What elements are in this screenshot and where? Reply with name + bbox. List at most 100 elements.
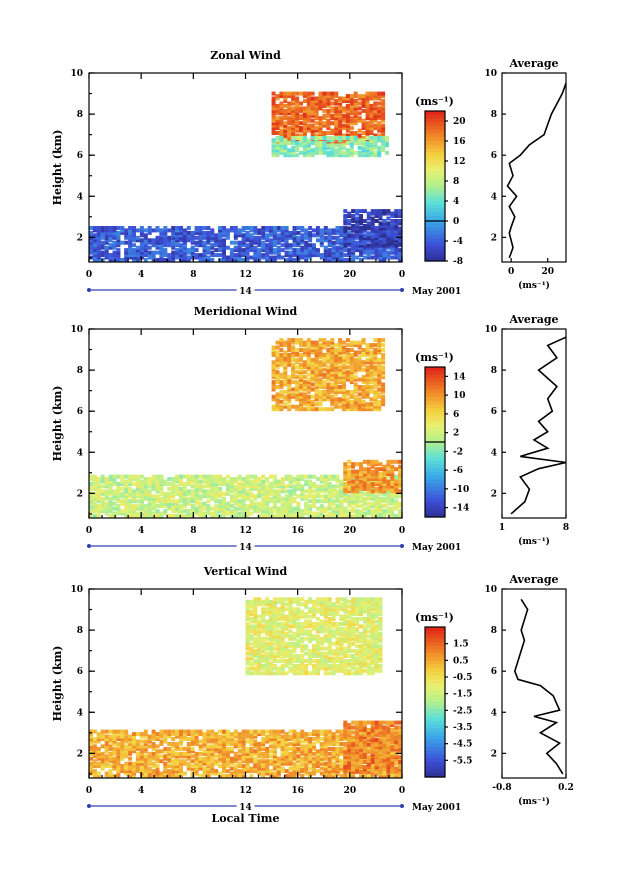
heatmap-cell (338, 380, 343, 385)
heatmap-cell (365, 360, 370, 365)
heatmap-cell (327, 486, 332, 491)
colorbar-tick-label: 6 (453, 410, 459, 420)
heatmap-cell (370, 238, 375, 243)
heatmap-cell (143, 494, 148, 499)
heatmap-cell (355, 514, 360, 518)
heatmap-cell (378, 477, 383, 481)
heatmap-cell (104, 482, 109, 486)
heatmap-cell (128, 250, 133, 255)
heatmap-cell (310, 136, 315, 140)
heatmap-cell (147, 509, 152, 514)
heatmap-cell (271, 116, 276, 121)
heatmap-cell (338, 153, 343, 158)
heatmap-cell (190, 235, 195, 240)
heatmap-cell (272, 248, 277, 253)
heatmap-cell (377, 392, 382, 397)
heatmap-cell (171, 771, 176, 776)
heatmap-cell (194, 754, 199, 759)
heatmap-cell (343, 489, 348, 494)
heatmap-cell (104, 756, 109, 761)
heatmap-cell (159, 734, 164, 739)
heatmap-cell (275, 385, 280, 389)
heatmap-cell (318, 143, 323, 148)
heatmap-cell (308, 489, 313, 494)
heatmap-cell (353, 121, 358, 126)
heatmap-cell (233, 255, 238, 260)
heatmap-cell (124, 250, 129, 255)
heatmap-cell (96, 253, 101, 258)
heatmap-cell (89, 496, 93, 501)
heatmap-cell (128, 477, 133, 481)
colorbar-tick-label: 2 (453, 429, 459, 439)
heatmap-cell (347, 504, 352, 509)
heatmap-cell (116, 506, 121, 511)
heatmap-cell (295, 145, 300, 150)
heatmap-cell (295, 101, 300, 106)
heatmap-cell (308, 732, 313, 737)
heatmap-cell (261, 771, 266, 776)
heatmap-cell (308, 484, 313, 489)
heatmap-cell (398, 250, 403, 255)
heatmap-cell (222, 253, 226, 258)
heatmap-cell (374, 236, 379, 241)
heatmap-cell (315, 754, 320, 759)
colorbar-segment (425, 464, 445, 469)
heatmap-cell (330, 106, 335, 111)
heatmap-cell (194, 494, 199, 499)
heatmap-cell (206, 477, 211, 481)
colorbar-segment (425, 382, 445, 387)
heatmap-cell (382, 482, 387, 486)
heatmap-cell (345, 128, 350, 133)
heatmap-cell (89, 226, 93, 230)
heatmap-cell (269, 744, 273, 749)
heatmap-cell (373, 136, 378, 140)
heatmap-cell (323, 766, 328, 771)
heatmap-cell (369, 350, 374, 355)
heatmap-cell (327, 504, 332, 509)
heatmap-cell (241, 734, 246, 739)
heatmap-cell (124, 235, 129, 240)
heatmap-cell (229, 511, 234, 516)
heatmap-cell (335, 746, 340, 751)
heatmap-cell (257, 769, 262, 774)
heatmap-cell (151, 250, 156, 255)
heatmap-cell (92, 238, 97, 243)
heatmap-cell (214, 479, 219, 484)
heatmap-cell (304, 509, 309, 514)
heatmap-cell (279, 94, 284, 99)
heatmap-cell (218, 774, 223, 778)
heatmap-cell (312, 501, 316, 506)
heatmap-cell (334, 357, 339, 362)
heatmap-cell (327, 746, 332, 751)
heatmap-cell (323, 486, 328, 491)
heatmap-cell (314, 365, 319, 370)
heatmap-cell (365, 357, 370, 362)
heatmap-cell (295, 126, 300, 131)
average-x-label: (ms⁻¹) (518, 280, 550, 291)
heatmap-cell (275, 138, 280, 143)
heatmap-cell (339, 479, 344, 484)
average-frame (501, 72, 567, 263)
heatmap-cell (314, 370, 319, 375)
heatmap-cell (382, 226, 387, 231)
y-tick-label: 2 (77, 233, 83, 243)
heatmap-cell (347, 486, 352, 491)
average-frame (501, 328, 567, 519)
heatmap-cell (108, 754, 113, 759)
heatmap-cell (304, 759, 309, 764)
heatmap-cell (308, 746, 313, 751)
heatmap-cell (280, 255, 285, 260)
heatmap-cell (322, 385, 327, 389)
heatmap-cell (361, 367, 366, 372)
heatmap-cell (314, 350, 319, 355)
heatmap-cell (147, 771, 152, 776)
heatmap-cell (381, 343, 386, 348)
heatmap-cell (120, 744, 125, 749)
heatmap-cell (334, 133, 339, 138)
heatmap-cell (306, 394, 311, 399)
heatmap-cell (120, 494, 125, 499)
heatmap-cell (100, 744, 105, 749)
heatmap-cell (359, 499, 363, 504)
heatmap-cell (323, 506, 328, 511)
heatmap-cell (310, 108, 315, 113)
